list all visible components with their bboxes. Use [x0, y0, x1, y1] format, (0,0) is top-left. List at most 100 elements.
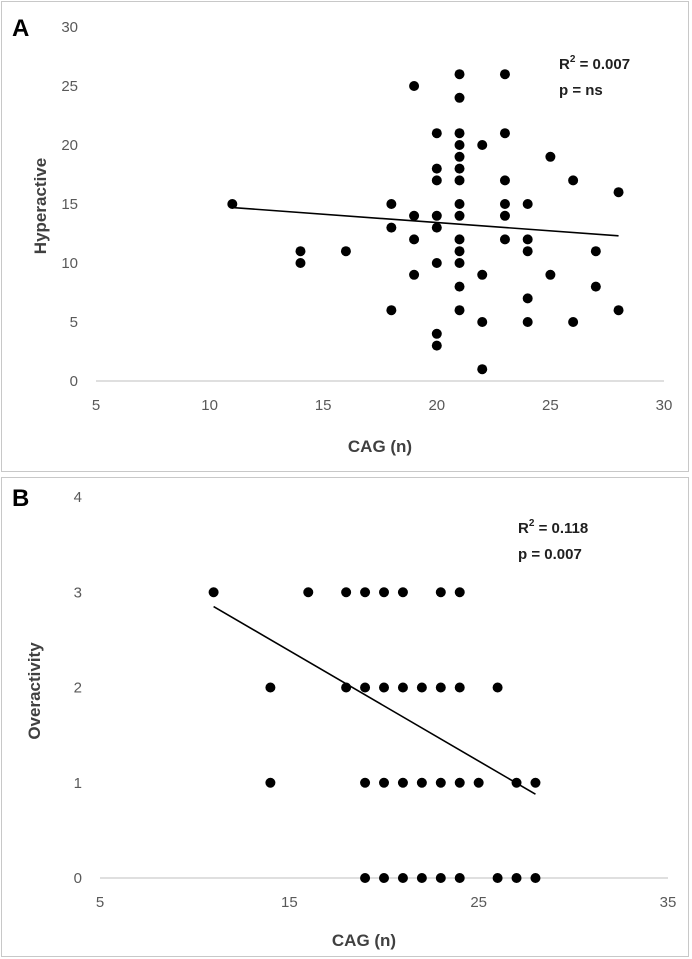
y-tick-label: 0	[74, 870, 82, 887]
y-axis-title-a: Hyperactive	[31, 158, 50, 254]
data-point	[499, 69, 510, 80]
data-point	[454, 281, 465, 292]
data-point	[360, 587, 371, 598]
r2-label-a: R2 = 0.007	[559, 54, 630, 73]
x-tick-label: 5	[92, 397, 100, 414]
tick-labels-b: 5 15 25 35 0 1 2 3 4	[74, 489, 677, 911]
data-point	[265, 682, 276, 693]
data-point	[454, 128, 465, 139]
y-tick-label: 25	[61, 78, 78, 95]
chart-b: B 5 15 25 35 0 1 2 3 4 CAG (n) Overactivity R2 =…	[12, 485, 677, 950]
data-point	[341, 587, 352, 598]
data-point	[613, 305, 624, 316]
data-point	[454, 258, 465, 268]
points-a	[227, 69, 624, 375]
data-point	[568, 175, 579, 186]
data-point	[431, 210, 442, 221]
panel-label-b: B	[12, 485, 29, 512]
x-tick-label: 15	[281, 894, 298, 911]
data-point	[454, 246, 465, 257]
data-point	[208, 587, 219, 598]
data-point	[386, 305, 397, 316]
data-point	[397, 587, 408, 598]
data-point	[454, 305, 465, 316]
y-tick-label: 4	[74, 489, 82, 506]
x-tick-label: 5	[96, 894, 104, 911]
trendline-b	[213, 605, 536, 795]
data-point	[454, 140, 465, 150]
data-point	[499, 199, 510, 209]
data-point	[431, 175, 442, 186]
p-value-a: p = ns	[559, 82, 603, 99]
data-point	[454, 199, 465, 209]
data-point	[379, 873, 389, 883]
data-point	[397, 777, 408, 788]
y-tick-label: 3	[74, 584, 82, 601]
trendline-a	[232, 206, 619, 237]
data-point	[431, 163, 442, 174]
x-tick-label: 25	[542, 397, 559, 414]
x-tick-label: 25	[470, 894, 487, 911]
data-point	[590, 246, 601, 257]
y-tick-label: 1	[74, 775, 82, 792]
y-tick-label: 10	[61, 255, 78, 272]
data-point	[522, 199, 533, 209]
data-point	[340, 246, 351, 257]
x-tick-label: 30	[656, 397, 673, 414]
x-tick-label: 15	[315, 397, 332, 414]
data-point	[295, 258, 306, 268]
data-point	[295, 246, 306, 257]
data-point	[499, 234, 510, 245]
y-tick-label: 2	[74, 680, 82, 697]
data-point	[454, 69, 465, 80]
p-value-b: p = 0.007	[518, 546, 582, 563]
data-point	[530, 873, 541, 883]
x-axis-title-a: CAG (n)	[348, 437, 412, 456]
x-tick-label: 20	[428, 397, 445, 414]
data-point	[341, 682, 352, 693]
r2-label-b: R2 = 0.118	[518, 518, 588, 537]
data-point	[590, 281, 601, 292]
data-point	[416, 873, 427, 883]
data-point	[360, 873, 371, 883]
data-point	[409, 81, 420, 91]
data-point	[409, 210, 420, 221]
data-point	[431, 328, 442, 339]
data-point	[499, 128, 510, 139]
data-point	[454, 92, 465, 103]
y-tick-label: 15	[61, 196, 78, 213]
data-point	[477, 317, 488, 327]
x-tick-label: 10	[201, 397, 218, 414]
data-point	[492, 682, 503, 693]
data-point	[568, 317, 579, 327]
data-point	[530, 777, 541, 788]
data-point	[379, 587, 389, 598]
data-point	[454, 175, 465, 186]
data-point	[435, 777, 446, 788]
data-point	[431, 128, 442, 139]
data-point	[499, 210, 510, 221]
data-point	[386, 222, 397, 233]
data-point	[435, 682, 446, 693]
data-point	[492, 873, 503, 883]
data-point	[379, 682, 389, 693]
data-point	[522, 234, 533, 245]
data-point	[454, 873, 465, 883]
data-point	[477, 140, 488, 150]
data-point	[431, 340, 442, 351]
data-point	[360, 682, 371, 693]
data-point	[454, 151, 465, 162]
panel-b: B 5 15 25 35 0 1 2 3 4 CAG (n) Overactivity R2 =…	[1, 477, 689, 957]
data-point	[511, 873, 522, 883]
data-point	[431, 258, 442, 268]
data-point	[473, 777, 484, 788]
panel-a: A 5 10 15 20 25 30 0 5 10 15 20 25 30 CAG (n) Hypera…	[1, 1, 689, 472]
data-point	[522, 317, 533, 327]
data-point	[454, 234, 465, 245]
data-point	[435, 587, 446, 598]
x-tick-label: 35	[660, 894, 677, 911]
data-point	[613, 187, 624, 198]
data-point	[545, 269, 556, 280]
